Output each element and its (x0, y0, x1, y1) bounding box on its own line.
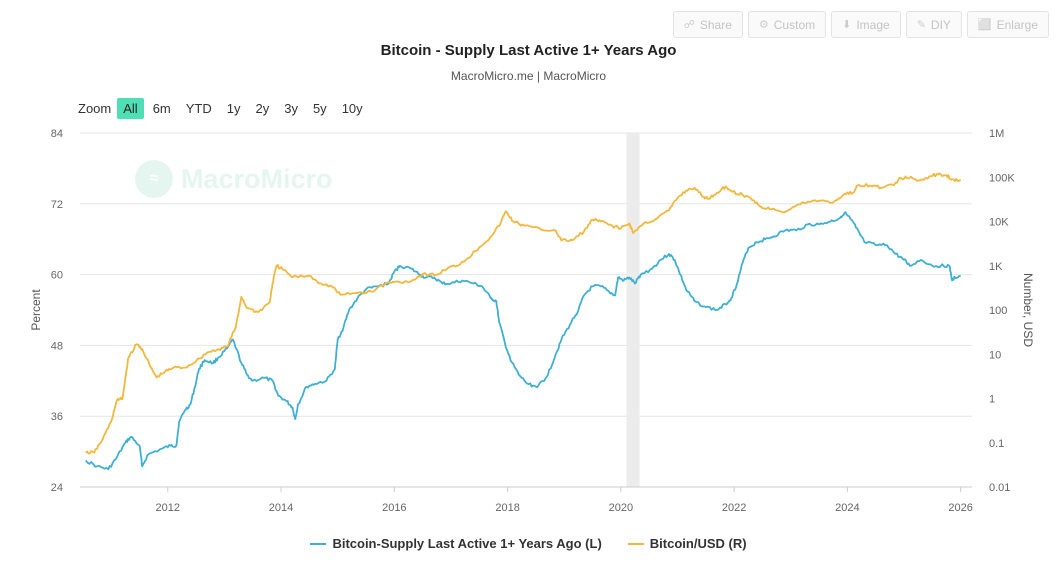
grid-lines (80, 132, 972, 488)
x-tick-label: 2014 (269, 502, 293, 514)
legend-swatch-btcusd (627, 542, 644, 545)
y-right-tick-label: 1M (989, 128, 1004, 140)
y-right-tick-label: 100K (989, 172, 1015, 184)
custom-label: Custom (773, 17, 816, 32)
watermark-logo: ≈ MacroMicro (135, 160, 333, 198)
x-tick-label: 2026 (948, 502, 972, 514)
share-label: Share (699, 17, 732, 32)
expand-icon: ⬜ (977, 19, 992, 31)
zoom-6m-button[interactable]: 6m (152, 101, 171, 116)
diy-button[interactable]: ✎ DIY (905, 11, 962, 38)
share-icon: ☍ (683, 19, 695, 31)
series-line-btcusd (85, 172, 962, 455)
legend-label-btcusd: Bitcoin/USD (R) (649, 536, 747, 551)
y-right-tick-label: 1 (989, 394, 995, 406)
x-tick-label: 2020 (609, 502, 633, 514)
y-left-tick-label: 84 (51, 128, 63, 140)
y-left-tick-label: 60 (51, 270, 63, 282)
x-axis: 2012 2014 2016 2018 2020 2022 2024 2026 (80, 486, 973, 514)
image-label: Image (856, 17, 890, 32)
chart-legend: Bitcoin-Supply Last Active 1+ Years Ago … (0, 536, 1057, 551)
y-right-tick-label: 1K (989, 261, 1003, 273)
legend-swatch-supply (310, 542, 327, 545)
zoom-all-button[interactable]: All (117, 98, 144, 119)
legend-item-supply[interactable]: Bitcoin-Supply Last Active 1+ Years Ago … (310, 536, 602, 551)
macromicro-logo-icon: ≈ (135, 160, 173, 198)
gear-icon: ⚙ (758, 19, 769, 31)
y-right-tick-label: 0.1 (989, 438, 1004, 450)
y-right-tick-label: 0.01 (989, 482, 1010, 494)
x-tick-label: 2024 (835, 502, 859, 514)
zoom-10y-button[interactable]: 10y (341, 101, 363, 116)
download-icon: ⬇ (842, 19, 852, 31)
y-axis-right-label: Number, USD (1021, 273, 1035, 347)
legend-item-btcusd[interactable]: Bitcoin/USD (R) (627, 536, 747, 551)
x-tick-label: 2012 (156, 502, 180, 514)
y-axis-right: 0.01 0.1 1 10 100 1K 10K 100K 1M (989, 128, 1015, 494)
y-left-tick-label: 24 (51, 482, 63, 494)
watermark-text: MacroMicro (181, 163, 333, 194)
custom-button[interactable]: ⚙ Custom (747, 11, 827, 38)
chart-subtitle: MacroMicro.me | MacroMicro (450, 69, 607, 83)
y-left-tick-label: 36 (51, 411, 63, 423)
y-left-tick-label: 72 (51, 199, 63, 211)
chart-title: Bitcoin - Supply Last Active 1+ Years Ag… (380, 42, 677, 59)
shaded-period (626, 133, 640, 487)
zoom-label: Zoom (78, 101, 112, 116)
x-tick-label: 2022 (722, 502, 746, 514)
enlarge-button[interactable]: ⬜ Enlarge (966, 11, 1049, 38)
zoom-3y-button[interactable]: 3y (284, 101, 298, 116)
y-axis-left: 24 36 48 60 72 84 (51, 128, 63, 494)
y-right-tick-label: 100 (989, 305, 1007, 317)
shaded-period-band (626, 133, 640, 487)
zoom-5y-button[interactable]: 5y (312, 101, 327, 116)
y-right-tick-label: 10K (989, 217, 1009, 229)
share-button[interactable]: ☍ Share (672, 11, 743, 38)
image-button[interactable]: ⬇ Image (831, 11, 901, 38)
zoom-ytd-button[interactable]: YTD (185, 101, 212, 116)
series-lines (85, 172, 962, 471)
series-line-supply (85, 211, 961, 471)
x-tick-label: 2016 (382, 502, 406, 514)
y-right-tick-label: 10 (989, 349, 1001, 361)
y-left-tick-label: 48 (51, 340, 63, 352)
diy-label: DIY (930, 17, 951, 32)
zoom-selector: Zoom All 6m YTD 1y 2y 3y 5y 10y (78, 98, 372, 119)
y-axis-left-label: Percent (29, 289, 43, 331)
legend-label-supply: Bitcoin-Supply Last Active 1+ Years Ago … (332, 536, 602, 551)
zoom-2y-button[interactable]: 2y (255, 101, 270, 116)
x-tick-label: 2018 (495, 502, 519, 514)
pencil-icon: ✎ (916, 19, 926, 31)
chart-toolbar: ☍ Share ⚙ Custom ⬇ Image ✎ DIY ⬜ Enlarge (672, 11, 1049, 38)
enlarge-label: Enlarge (996, 17, 1038, 32)
zoom-1y-button[interactable]: 1y (226, 101, 241, 116)
